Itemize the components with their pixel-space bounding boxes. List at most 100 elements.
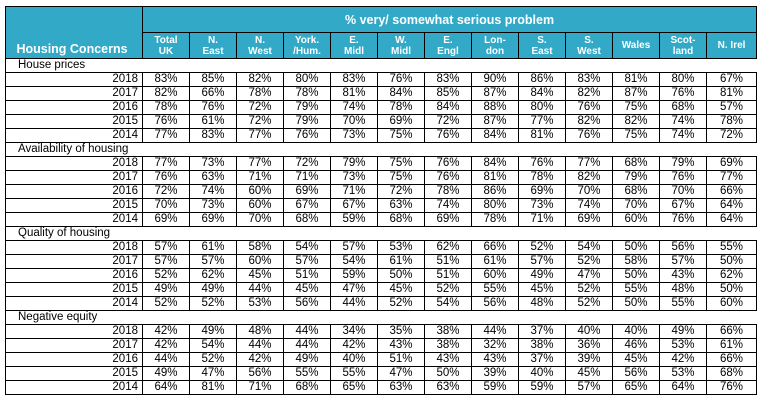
value-cell: 81% (189, 380, 237, 395)
value-cell: 77% (565, 156, 613, 171)
value-cell: 53% (236, 296, 284, 311)
value-cell: 66% (705, 352, 758, 367)
value-cell: 45% (283, 282, 331, 297)
value-cell: 78% (283, 86, 331, 101)
value-cell: 70% (330, 114, 378, 129)
value-cell: 78% (471, 212, 519, 227)
value-cell: 81% (612, 72, 660, 87)
value-cell: 77% (705, 170, 758, 185)
value-cell: 68% (283, 380, 331, 395)
table-row: 2016 72% 74% 60% 69% 71% 72% 78% 86% 69% 70% 68% 70%… (5, 184, 758, 199)
value-cell: 51% (424, 268, 472, 283)
value-cell: 75% (377, 128, 425, 143)
section-spacer (142, 310, 757, 325)
value-cell: 61% (189, 114, 237, 129)
value-cell: 49% (518, 268, 566, 283)
value-cell: 82% (565, 170, 613, 185)
column-header-line1: Lon- (484, 34, 506, 46)
value-cell: 72% (377, 184, 425, 199)
value-cell: 45% (518, 282, 566, 297)
value-cell: 72% (236, 100, 284, 115)
value-cell: 48% (518, 296, 566, 311)
year-cell: 2014 (5, 380, 143, 395)
value-cell: 76% (565, 128, 613, 143)
column-header-line2: Midl (391, 45, 411, 57)
value-cell: 75% (377, 170, 425, 185)
value-cell: 72% (236, 114, 284, 129)
value-cell: 45% (565, 366, 613, 381)
value-cell: 83% (330, 72, 378, 87)
column-header: Scot-land (659, 32, 707, 59)
value-cell: 58% (612, 254, 660, 269)
value-cell: 56% (283, 296, 331, 311)
value-cell: 76% (142, 170, 190, 185)
column-header-line2: Engl (437, 45, 459, 57)
table-row: 2015 49% 49% 44% 45% 47% 45% 52% 55% 45% 52% 55% 48%… (5, 282, 758, 297)
value-cell: 50% (705, 254, 758, 269)
value-cell: 49% (142, 366, 190, 381)
value-cell: 71% (236, 170, 284, 185)
value-cell: 67% (283, 198, 331, 213)
value-cell: 44% (471, 324, 519, 339)
value-cell: 43% (471, 352, 519, 367)
section-header-row: Quality of housing (5, 226, 757, 241)
value-cell: 80% (471, 198, 519, 213)
value-cell: 43% (377, 338, 425, 353)
year-cell: 2015 (5, 114, 143, 129)
value-cell: 62% (424, 240, 472, 255)
value-cell: 84% (471, 156, 519, 171)
value-cell: 60% (236, 254, 284, 269)
value-cell: 63% (377, 198, 425, 213)
section-spacer (142, 58, 757, 73)
value-cell: 57% (142, 240, 190, 255)
value-cell: 82% (236, 72, 284, 87)
value-cell: 81% (518, 128, 566, 143)
value-cell: 74% (565, 198, 613, 213)
value-cell: 50% (612, 240, 660, 255)
value-cell: 51% (377, 352, 425, 367)
value-cell: 60% (236, 198, 284, 213)
value-cell: 42% (142, 324, 190, 339)
value-cell: 74% (330, 100, 378, 115)
value-cell: 57% (189, 254, 237, 269)
table-row: 2014 52% 52% 53% 56% 44% 52% 54% 56% 48% 52% 50% 55%… (5, 296, 758, 311)
value-cell: 60% (236, 184, 284, 199)
column-header: Wales (612, 32, 660, 59)
value-cell: 53% (659, 366, 707, 381)
section-header-row: House prices (5, 58, 757, 73)
value-cell: 63% (424, 380, 472, 395)
table-row: 2018 83% 85% 82% 80% 83% 76% 83% 90% 86% 83% 81% 80%… (5, 72, 758, 87)
value-cell: 37% (518, 352, 566, 367)
column-header-line1: Wales (621, 40, 651, 51)
value-cell: 54% (330, 254, 378, 269)
value-cell: 38% (424, 324, 472, 339)
value-cell: 68% (283, 212, 331, 227)
value-cell: 45% (377, 282, 425, 297)
value-cell: 57% (142, 254, 190, 269)
table-row: 2017 42% 54% 44% 44% 42% 43% 38% 32% 38% 36% 46% 53%… (5, 338, 758, 353)
value-cell: 82% (565, 86, 613, 101)
value-cell: 50% (377, 268, 425, 283)
value-cell: 52% (565, 254, 613, 269)
value-cell: 77% (236, 128, 284, 143)
value-cell: 52% (189, 296, 237, 311)
housing-concerns-table: Housing Concerns % very/ somewhat seriou… (5, 6, 758, 395)
year-cell: 2017 (5, 338, 143, 353)
value-cell: 40% (612, 324, 660, 339)
table-body: House prices 2018 83% 85% 82% 80% 83% 76% 83% 90%… (5, 58, 758, 395)
value-cell: 69% (283, 184, 331, 199)
table-row: 2018 57% 61% 58% 54% 57% 53% 62% 66% 52% 54% 50% 56%… (5, 240, 758, 255)
value-cell: 82% (142, 86, 190, 101)
value-cell: 69% (189, 212, 237, 227)
value-cell: 49% (659, 324, 707, 339)
value-cell: 76% (565, 100, 613, 115)
value-cell: 79% (283, 100, 331, 115)
value-cell: 56% (612, 366, 660, 381)
value-cell: 50% (612, 296, 660, 311)
value-cell: 74% (424, 198, 472, 213)
value-cell: 74% (659, 128, 707, 143)
value-cell: 80% (659, 72, 707, 87)
year-cell: 2018 (5, 156, 143, 171)
value-cell: 69% (424, 212, 472, 227)
value-cell: 77% (236, 156, 284, 171)
